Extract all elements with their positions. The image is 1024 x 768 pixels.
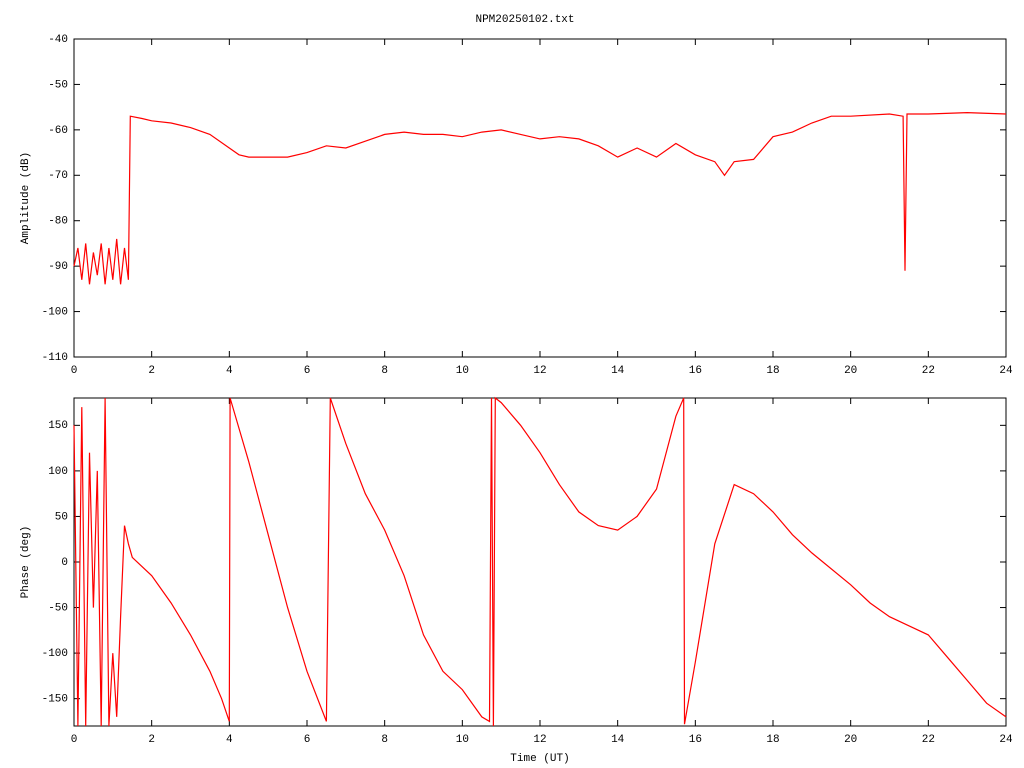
x-tick-label: 2 <box>148 365 155 377</box>
x-tick-label: 24 <box>999 734 1013 746</box>
x-tick-label: 12 <box>533 365 546 377</box>
x-tick-label: 12 <box>533 734 546 746</box>
x-tick-label: 8 <box>381 734 388 746</box>
y-tick-label: -110 <box>42 352 68 364</box>
plot-frame <box>73 38 1007 358</box>
x-tick-label: 0 <box>71 734 78 746</box>
y-tick-label: -50 <box>48 602 68 614</box>
y-axis-label: Phase (deg) <box>20 526 32 599</box>
y-tick-label: 50 <box>55 511 68 523</box>
data-line <box>73 396 1007 727</box>
x-tick-label: 22 <box>922 365 935 377</box>
y-tick-label: -90 <box>48 261 68 273</box>
x-tick-label: 10 <box>456 365 469 377</box>
x-tick-label: 22 <box>922 734 935 746</box>
y-axis-label: Amplitude (dB) <box>20 152 32 244</box>
x-tick-label: 24 <box>999 365 1013 377</box>
x-tick-label: 10 <box>456 734 469 746</box>
x-tick-label: 16 <box>689 365 702 377</box>
x-tick-label: 14 <box>611 365 625 377</box>
y-tick-label: -150 <box>42 694 68 706</box>
y-tick-label: -100 <box>42 648 68 660</box>
y-tick-label: -60 <box>48 125 68 137</box>
x-tick-label: 4 <box>226 734 233 746</box>
plot-frame <box>73 397 1007 727</box>
data-line <box>73 111 1007 285</box>
x-tick-label: 6 <box>304 365 311 377</box>
y-tick-label: -100 <box>42 306 68 318</box>
x-tick-label: 8 <box>381 365 388 377</box>
x-axis-label: Time (UT) <box>510 753 569 765</box>
y-tick-label: -70 <box>48 170 68 182</box>
y-tick-label: -40 <box>48 34 68 46</box>
x-tick-label: 4 <box>226 365 233 377</box>
x-tick-label: 16 <box>689 734 702 746</box>
y-tick-label: -50 <box>48 79 68 91</box>
x-tick-label: 6 <box>304 734 311 746</box>
x-tick-label: 20 <box>844 734 857 746</box>
chart-title: NPM20250102.txt <box>475 14 574 26</box>
x-tick-label: 20 <box>844 365 857 377</box>
x-tick-label: 18 <box>766 365 779 377</box>
y-tick-label: 150 <box>48 420 68 432</box>
x-tick-label: 14 <box>611 734 625 746</box>
x-tick-label: 18 <box>766 734 779 746</box>
y-tick-label: 100 <box>48 466 68 478</box>
y-tick-label: -80 <box>48 216 68 228</box>
x-tick-label: 2 <box>148 734 155 746</box>
x-tick-label: 0 <box>71 365 78 377</box>
y-tick-label: 0 <box>61 557 68 569</box>
